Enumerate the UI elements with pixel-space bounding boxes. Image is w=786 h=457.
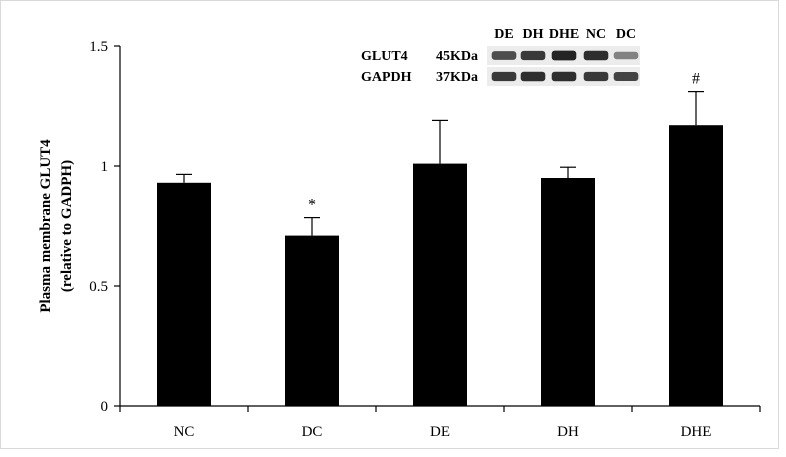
bar-nc: [157, 182, 211, 406]
blot-band: [551, 50, 577, 61]
blot-band: [551, 71, 577, 82]
blot-lane-label: NC: [586, 27, 606, 42]
x-tick-label: DE: [430, 424, 450, 440]
blot-band: [520, 50, 546, 61]
significance-annotations: *#: [308, 71, 700, 214]
significance-marker: *: [308, 197, 316, 214]
blot-lane-label: DC: [616, 27, 636, 42]
plot-area: 00.511.5 NC DC DE DH DHE *#: [89, 39, 761, 440]
x-tick-label: NC: [174, 424, 195, 440]
figure-frame: [0, 0, 779, 449]
blot-lane-label: DH: [523, 27, 544, 42]
blot-band: [491, 71, 517, 82]
blot-protein-label: GAPDH: [361, 70, 412, 85]
y-tick-label: 1: [101, 159, 109, 175]
y-tick-label: 0.5: [89, 279, 108, 295]
blot-band: [613, 51, 639, 60]
bar-dh: [541, 178, 595, 406]
blot-band: [491, 51, 517, 60]
blot-lane-label: DE: [494, 27, 513, 42]
y-axis-ticks: 0 0.5 1 1.5: [89, 39, 120, 415]
blot-protein-label: GLUT4: [361, 49, 408, 64]
y-tick-label: 0: [101, 399, 109, 415]
western-blot-inset: DE DH DHE NC DC GLUT4 45KDa GAPDH 37KDa: [361, 27, 640, 86]
blot-lane-label: DHE: [549, 27, 579, 42]
error-bars: [176, 90, 704, 236]
bar-dc: [285, 235, 339, 406]
x-tick-label: DH: [557, 424, 579, 440]
blot-band: [613, 72, 639, 81]
bar-de: [413, 163, 467, 406]
y-axis-label: Plasma membrane GLUT4: [38, 139, 54, 313]
significance-marker: #: [692, 71, 700, 88]
x-axis-ticks: NC DC DE DH DHE: [119, 406, 761, 440]
blot-band: [520, 71, 546, 82]
blot-size-label: 37KDa: [436, 70, 478, 85]
y-axis-label-sub: (relative to GADPH): [59, 160, 75, 292]
y-tick-label: 1.5: [89, 39, 108, 55]
blot-band: [583, 50, 609, 61]
bar-dhe: [669, 125, 723, 406]
blot-band: [583, 71, 609, 82]
x-tick-label: DHE: [681, 424, 712, 440]
bar-series: [157, 125, 723, 406]
x-tick-label: DC: [302, 424, 323, 440]
blot-size-label: 45KDa: [436, 49, 478, 64]
